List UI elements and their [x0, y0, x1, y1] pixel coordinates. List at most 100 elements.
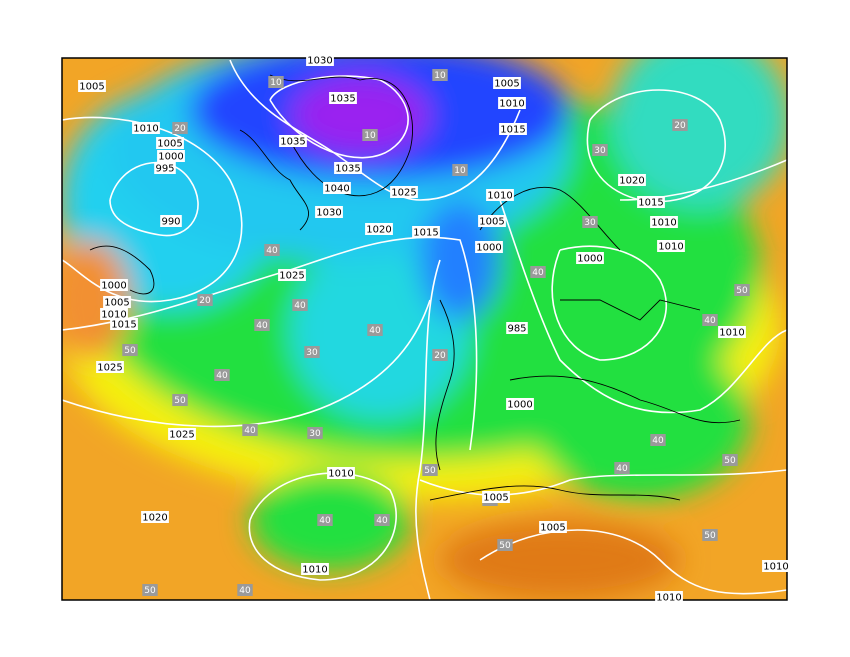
thickness-label: 40 [239, 586, 251, 596]
pressure-label-box [498, 97, 526, 109]
pressure-label-box [160, 215, 182, 227]
pressure-label-box [110, 318, 138, 330]
thickness-label: 40 [532, 268, 544, 278]
thickness-label: 50 [124, 346, 136, 356]
pressure-label-box [156, 137, 184, 149]
pressure-label: 1035 [335, 164, 360, 175]
thickness-label-box [242, 424, 258, 436]
thickness-label-box [432, 349, 448, 361]
thickness-label: 30 [306, 348, 318, 358]
pressure-label-box [390, 186, 418, 198]
thickness-label: 40 [616, 464, 628, 474]
thickness-label-box [722, 454, 738, 466]
thickness-label: 30 [309, 429, 321, 439]
pressure-label-box [718, 326, 746, 338]
pressure-label: 1035 [330, 94, 355, 105]
pressure-label-box [157, 150, 185, 162]
thickness-label-box [254, 319, 270, 331]
thickness-label-box [237, 584, 253, 596]
thickness-label: 20 [174, 124, 186, 134]
pressure-label-box [762, 560, 790, 572]
pressure-label: 1005 [479, 217, 504, 228]
pressure-label: 1010 [719, 328, 744, 339]
thickness-label: 50 [424, 466, 436, 476]
thickness-label-box [432, 69, 448, 81]
pressure-label: 1005 [157, 139, 182, 150]
thickness-label: 40 [319, 516, 331, 526]
thickness-label-box [122, 344, 138, 356]
pressure-label-box [506, 398, 534, 410]
thickness-label: 50 [499, 541, 511, 551]
pressure-label: 1020 [142, 513, 167, 524]
pressure-label: 1025 [391, 188, 416, 199]
pressure-label: 1010 [302, 565, 327, 576]
thickness-label: 50 [736, 286, 748, 296]
thickness-label-box [142, 584, 158, 596]
pressure-label-box [315, 206, 343, 218]
thickness-label-box [452, 164, 468, 176]
thickness-label: 40 [216, 371, 228, 381]
pressure-label-box [168, 428, 196, 440]
pressure-label: 1005 [540, 523, 565, 534]
pressure-label-box [486, 189, 514, 201]
thickness-label: 50 [704, 531, 716, 541]
thickness-label: 20 [674, 121, 686, 131]
pressure-label-box [475, 241, 503, 253]
thickness-label-box [307, 427, 323, 439]
pressure-label: 1010 [101, 310, 126, 321]
pressure-label: 1040 [324, 184, 349, 195]
thickness-label: 30 [584, 218, 596, 228]
pressure-label: 1035 [280, 137, 305, 148]
thickness-label: 10 [434, 71, 446, 81]
thickness-label-box [317, 514, 333, 526]
thickness-label-box [614, 462, 630, 474]
pressure-label: 1000 [158, 152, 183, 163]
thickness-label-box [734, 284, 750, 296]
pressure-label: 1010 [658, 242, 683, 253]
pressure-label-box [650, 216, 678, 228]
pressure-label-box [506, 322, 528, 334]
thickness-label: 40 [244, 426, 256, 436]
pressure-label-box [334, 162, 362, 174]
pressure-label: 1000 [476, 243, 501, 254]
pressure-label-box [493, 77, 521, 89]
thickness-label: 40 [256, 321, 268, 331]
pressure-label: 1025 [97, 363, 122, 374]
thickness-label-box [374, 514, 390, 526]
thickness-label-box [304, 346, 320, 358]
thickness-label-box [197, 294, 213, 306]
thickness-label: 40 [704, 316, 716, 326]
pressure-label: 1005 [494, 79, 519, 90]
pressure-label-box [576, 252, 604, 264]
thickness-label-box [592, 144, 608, 156]
pressure-label: 1015 [413, 228, 438, 239]
thickness-label-box [268, 76, 284, 88]
thickness-label-box [214, 369, 230, 381]
pressure-label: 1005 [79, 82, 104, 93]
thickness-label: 50 [144, 586, 156, 596]
thickness-label: 10 [364, 131, 376, 141]
pressure-label: 1015 [638, 198, 663, 209]
thickness-label: 50 [724, 456, 736, 466]
thickness-label: 40 [652, 436, 664, 446]
pressure-label-box [539, 521, 567, 533]
pressure-label-box [637, 196, 665, 208]
pressure-label: 1000 [507, 400, 532, 411]
thickness-label: 40 [369, 326, 381, 336]
thickness-label-box [530, 266, 546, 278]
thickness-label: 10 [270, 78, 282, 88]
pressure-label: 1005 [483, 493, 508, 504]
pressure-label-box [100, 279, 128, 291]
pressure-label: 1025 [169, 430, 194, 441]
thickness-label: 40 [376, 516, 388, 526]
pressure-label-box [306, 54, 334, 66]
pressure-label-box [278, 269, 306, 281]
pressure-label: 1025 [279, 271, 304, 282]
pressure-label: 1000 [101, 281, 126, 292]
pressure-label: 1010 [651, 218, 676, 229]
pressure-label: 1015 [111, 320, 136, 331]
thickness-label-box [650, 434, 666, 446]
thickness-label-box [702, 529, 718, 541]
pressure-label: 1010 [487, 191, 512, 202]
